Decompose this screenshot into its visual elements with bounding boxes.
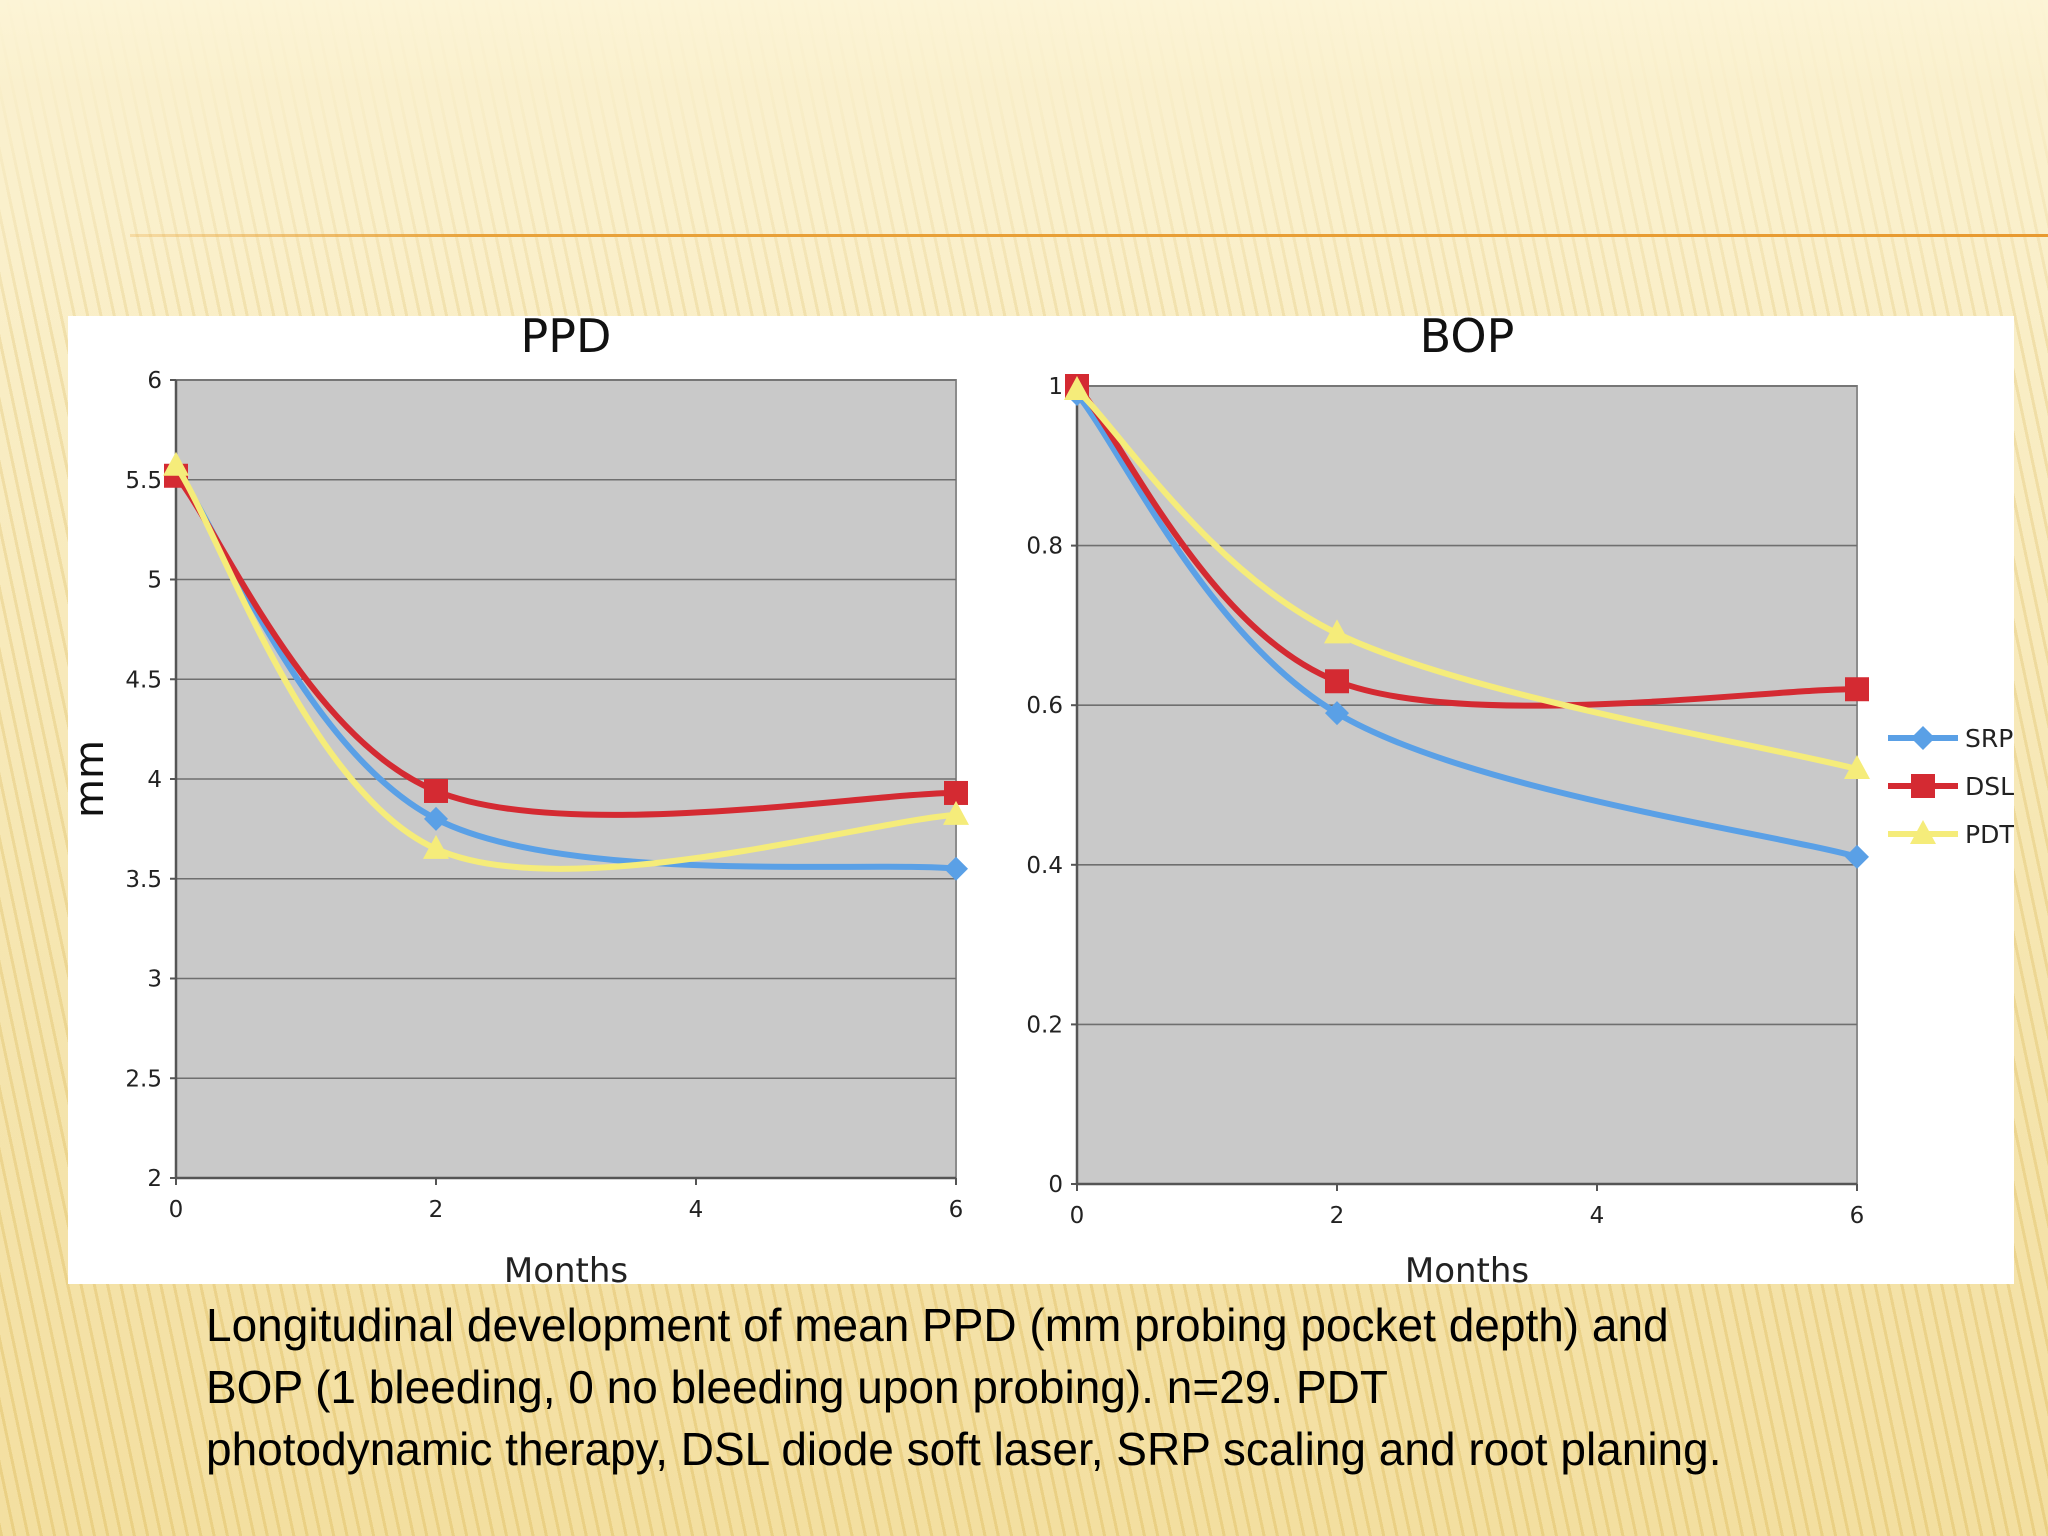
figure-caption: Longitudinal development of mean PPD (mm… [206,1294,1986,1480]
legend-label-srp: SRP [1965,724,2013,753]
y-tick-label: 5.5 [125,468,162,494]
plot-area [1076,385,1858,1185]
x-tick-label: 0 [1070,1203,1085,1229]
data-point-pdt [1324,619,1350,644]
chart-panel: 2 2.5 3 3.5 4 4.5 5 5.5 6 0 2 4 6 PPD Months mm 0 0.2 0.4 0… [68,316,2014,1284]
series-line-srp [1074,390,1860,860]
data-point-pdt [1064,375,1090,400]
series-pdt [163,451,969,872]
legend: SRP DSL PDT [1888,724,2014,849]
legend-label-dsl: DSL [1965,772,2014,801]
y-tick-label: 1 [1048,374,1063,400]
y-tick-label: 5 [147,568,162,594]
data-point-pdt [943,800,969,825]
data-point-srp [944,856,968,881]
data-point-pdt [163,451,189,476]
y-tick-label: 2.5 [125,1066,162,1092]
x-tick-label: 2 [1330,1203,1345,1229]
x-tick-label: 4 [689,1197,704,1223]
y-axis-title: mm [68,740,113,818]
legend-marker-srp [1911,726,1935,750]
data-point-srp [1845,844,1869,869]
chart-bop: 0 0.2 0.4 0.6 0.8 1 0 2 4 6 BOP Months [1026,316,1870,1284]
data-point-srp [424,806,448,831]
data-point-dsl [424,778,448,803]
caption-line-3: photodynamic therapy, DSL diode soft las… [206,1423,1722,1475]
x-tick-label: 2 [429,1197,444,1223]
x-tick-label: 6 [949,1197,964,1223]
chart-title: PPD [521,316,612,363]
x-tick-label: 4 [1590,1203,1605,1229]
y-tick-label: 0.6 [1026,693,1063,719]
y-tick-label: 3.5 [125,867,162,893]
x-tick-label: 0 [169,1197,184,1223]
x-axis-title: Months [504,1251,628,1284]
legend-marker-dsl [1911,774,1935,798]
legend-marker-pdt [1910,820,1936,844]
data-point-pdt [423,834,449,859]
title-divider-line [130,234,2048,237]
data-point-pdt [1844,755,1870,780]
data-point-srp [1325,701,1349,726]
data-point-dsl [1325,669,1349,694]
y-tick-label: 4 [147,767,162,793]
series-line-pdt [1074,386,1860,773]
chart-title: BOP [1420,316,1515,363]
y-tick-label: 0 [1048,1172,1063,1198]
y-tick-label: 3 [147,967,162,993]
y-tick-label: 0.4 [1026,853,1063,879]
caption-line-2: BOP (1 bleeding, 0 no bleeding upon prob… [206,1361,1388,1413]
y-tick-label: 4.5 [125,667,162,693]
y-tick-label: 0.2 [1026,1012,1063,1038]
data-point-dsl [1845,677,1869,702]
legend-label-pdt: PDT [1965,820,2014,849]
y-tick-label: 2 [147,1166,162,1192]
charts-figure: 22.533.544.555.560 2 4 6PPDMonthsmm00.20.40… [68,316,2014,1284]
y-tick-label: 6 [147,368,162,394]
x-tick-label: 6 [1850,1203,1865,1229]
y-tick-label: 0.8 [1026,534,1063,560]
series-pdt [1064,375,1870,780]
x-axis-title: Months [1405,1251,1529,1284]
caption-line-1: Longitudinal development of mean PPD (mm… [206,1299,1669,1351]
